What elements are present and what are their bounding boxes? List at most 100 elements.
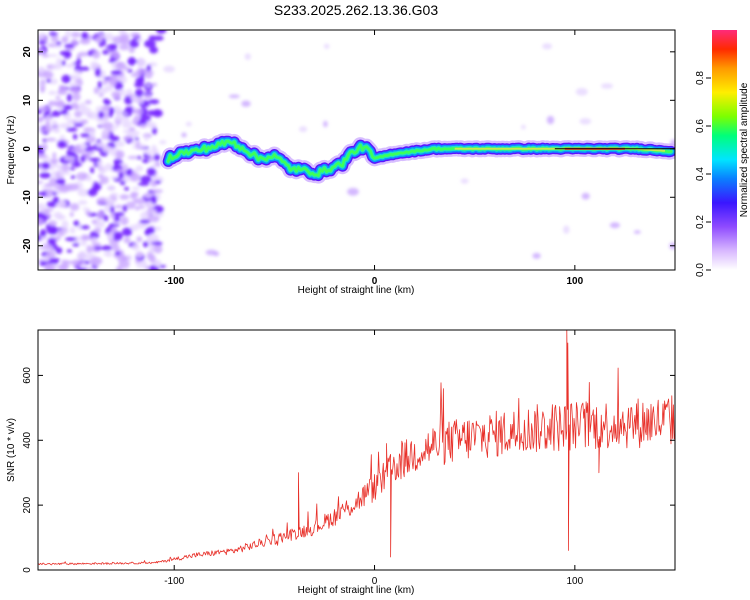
noise-blob (150, 195, 157, 204)
noise-blob (131, 186, 141, 191)
noise-blob (98, 111, 105, 119)
noise-blob (110, 205, 115, 214)
noise-blob (128, 127, 136, 132)
spectrogram-ylabel: Frequency (Hz) (6, 116, 17, 185)
noise-blob (46, 79, 52, 83)
noise-blob (44, 189, 54, 194)
noise-blob (122, 227, 133, 237)
noise-blob (41, 143, 48, 151)
noise-blob (134, 137, 139, 141)
noise-blob (87, 188, 98, 197)
noise-blob (159, 264, 167, 268)
noise-blob (140, 124, 147, 128)
noise-blob (144, 135, 149, 142)
noise-blob (58, 199, 66, 205)
noise-blob (44, 124, 52, 130)
noise-blob (40, 236, 47, 240)
noise-blob (85, 174, 92, 182)
noise-blob (85, 210, 92, 216)
noise-blob (124, 186, 130, 191)
noise-blob (86, 111, 99, 120)
noise-blob (52, 152, 57, 159)
noise-blob (155, 180, 162, 184)
noise-blob (323, 43, 330, 49)
noise-blob (96, 197, 109, 204)
snr-data (38, 330, 675, 566)
noise-blob (86, 245, 93, 254)
noise-blob (65, 237, 77, 242)
noise-blob (88, 157, 101, 162)
noise-blob (53, 125, 59, 134)
noise-blob (70, 226, 76, 234)
noise-blob (65, 63, 75, 68)
noise-blob (90, 61, 99, 69)
noise-blob (73, 220, 80, 227)
noise-blob (103, 214, 109, 222)
snr-ticks: -100 0 100 0 200 400 600 (22, 330, 675, 587)
noise-blob (48, 90, 57, 95)
noise-blob (135, 250, 144, 258)
noise-blob (148, 99, 160, 105)
noise-blob (142, 158, 149, 164)
noise-blob (69, 211, 74, 217)
noise-blob (95, 68, 101, 77)
noise-blob (134, 82, 145, 88)
noise-blob (130, 96, 141, 101)
noise-blob (126, 88, 133, 96)
noise-blob (153, 153, 161, 161)
noise-blob (135, 259, 141, 264)
noise-blob (48, 32, 59, 36)
noise-blob (39, 229, 47, 237)
noise-blob (57, 140, 67, 149)
noise-blob (71, 259, 82, 267)
noise-blob (58, 166, 63, 175)
noise-blob (460, 178, 469, 184)
noise-blob (323, 120, 328, 128)
snr-xlabel: Height of straight line (km) (298, 585, 415, 596)
noise-blob (80, 240, 87, 246)
noise-blob (181, 132, 187, 138)
noise-blob (132, 117, 140, 126)
noise-blob (72, 243, 80, 247)
noise-blob (121, 120, 132, 129)
noise-blob (98, 92, 104, 98)
noise-blob (104, 163, 113, 171)
noise-blob (151, 189, 163, 194)
noise-blob (96, 210, 105, 220)
noise-blob (139, 75, 145, 84)
noise-blob (347, 187, 359, 196)
noise-blob (108, 77, 118, 84)
noise-blob (78, 200, 88, 205)
noise-blob (46, 54, 59, 57)
noise-blob (47, 43, 57, 48)
noise-blob (66, 249, 73, 253)
noise-blob (127, 69, 133, 73)
noise-blob (41, 162, 51, 170)
noise-blob (96, 141, 105, 148)
noise-blob (110, 70, 122, 76)
noise-blob (58, 123, 71, 129)
noise-blob (228, 94, 240, 99)
x-tick-label: 0 (372, 576, 378, 587)
noise-blob (79, 38, 91, 45)
noise-blob (146, 167, 156, 177)
noise-blob (76, 172, 88, 181)
noise-blob (542, 43, 553, 50)
noise-blob (130, 72, 143, 78)
noise-blob (60, 163, 70, 172)
noise-blob (163, 65, 175, 73)
noise-blob (131, 172, 137, 178)
snr-panel: -100 0 100 0 200 400 600 Height of straight li… (6, 329, 676, 596)
colorbar-tick-label: 0.4 (695, 167, 706, 181)
noise-blob (98, 173, 104, 179)
noise-blob (136, 155, 142, 160)
noise-blob (39, 172, 51, 179)
noise-blob (77, 267, 87, 270)
noise-blob (44, 137, 57, 142)
spectrogram-data (38, 30, 675, 270)
noise-blob (115, 92, 120, 101)
noise-blob (144, 70, 153, 79)
noise-blob (61, 74, 71, 84)
ridge (160, 133, 675, 184)
noise-blob (103, 129, 110, 139)
